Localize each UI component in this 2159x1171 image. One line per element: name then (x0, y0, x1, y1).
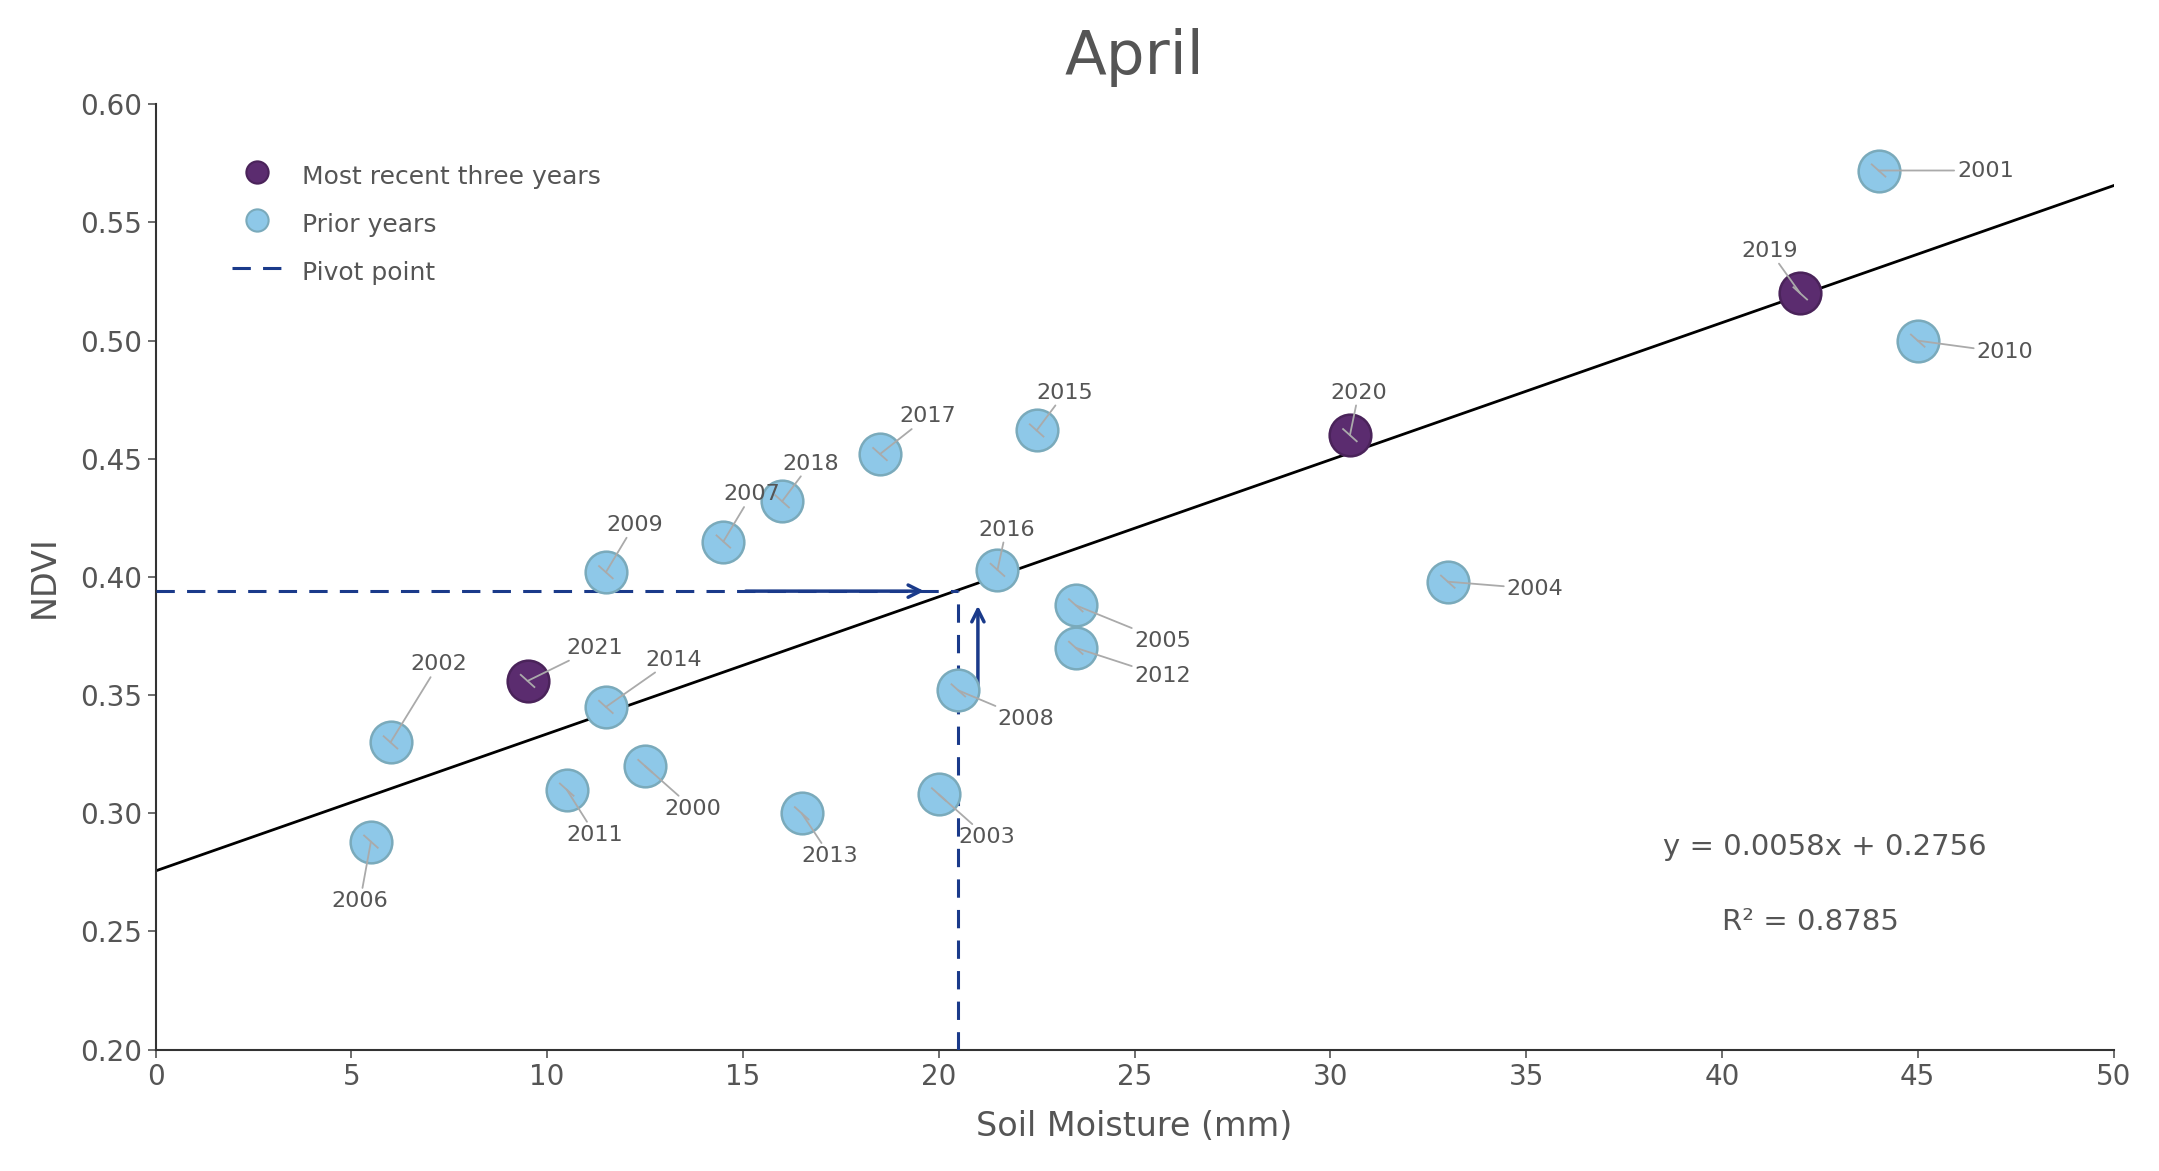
Point (706, 532, 741, 550)
Text: 2007: 2007 (723, 485, 779, 541)
Text: 2013: 2013 (801, 814, 859, 865)
Text: 2000: 2000 (646, 766, 721, 819)
Point (589, 698, 624, 717)
Text: y = 0.0058x + 0.2756: y = 0.0058x + 0.2756 (1662, 833, 1986, 861)
Text: 2010: 2010 (1917, 341, 2034, 363)
Point (628, 756, 663, 775)
Text: 2002: 2002 (391, 655, 466, 742)
Text: 2018: 2018 (782, 453, 838, 501)
Text: R² = 0.8785: R² = 0.8785 (1723, 909, 1898, 936)
Text: 2017: 2017 (881, 406, 956, 454)
Text: 2015: 2015 (1036, 383, 1092, 431)
Point (1058, 638, 1092, 657)
Point (510, 671, 544, 690)
Point (354, 833, 389, 851)
Text: 2012: 2012 (1075, 648, 1192, 686)
X-axis label: Soil Moisture (mm): Soil Moisture (mm) (976, 1110, 1293, 1143)
Text: 2021: 2021 (527, 638, 624, 680)
Point (764, 492, 799, 511)
Text: 2001: 2001 (1878, 160, 2014, 180)
Point (374, 733, 408, 752)
Text: 2006: 2006 (332, 842, 389, 911)
Title: April: April (1064, 28, 1205, 87)
Point (1900, 331, 1934, 350)
Text: 2008: 2008 (959, 691, 1054, 728)
Text: 2014: 2014 (607, 650, 702, 707)
Point (980, 561, 1015, 580)
Legend: Most recent three years, Prior years, Pivot point: Most recent three years, Prior years, Pi… (207, 136, 626, 313)
Point (1058, 596, 1092, 615)
Point (784, 804, 818, 823)
Point (922, 785, 956, 803)
Point (589, 563, 624, 582)
Text: 2005: 2005 (1075, 605, 1192, 651)
Point (864, 445, 898, 464)
Text: 2020: 2020 (1330, 383, 1386, 436)
Text: 2003: 2003 (939, 794, 1015, 847)
Point (1861, 162, 1896, 180)
Point (1783, 285, 1818, 303)
Text: 2019: 2019 (1742, 241, 1801, 294)
Point (941, 682, 976, 700)
Text: 2004: 2004 (1449, 578, 1563, 598)
Text: 2009: 2009 (607, 515, 663, 573)
Text: 2011: 2011 (566, 789, 624, 844)
Point (1431, 573, 1466, 591)
Text: 2016: 2016 (978, 520, 1034, 570)
Point (548, 780, 583, 799)
Y-axis label: NDVI: NDVI (28, 535, 60, 618)
Point (1019, 422, 1054, 440)
Point (1332, 426, 1367, 445)
